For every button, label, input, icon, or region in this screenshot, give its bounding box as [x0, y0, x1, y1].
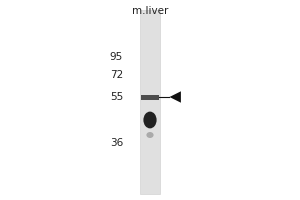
Polygon shape	[169, 91, 181, 103]
Text: m.liver: m.liver	[132, 6, 168, 16]
Ellipse shape	[143, 112, 157, 128]
Text: 95: 95	[110, 52, 123, 62]
Bar	[141, 95, 159, 99]
Text: 36: 36	[110, 138, 123, 148]
Bar	[140, 10, 160, 194]
Text: 72: 72	[110, 70, 123, 80]
Ellipse shape	[146, 132, 154, 138]
Text: 55: 55	[110, 92, 123, 102]
